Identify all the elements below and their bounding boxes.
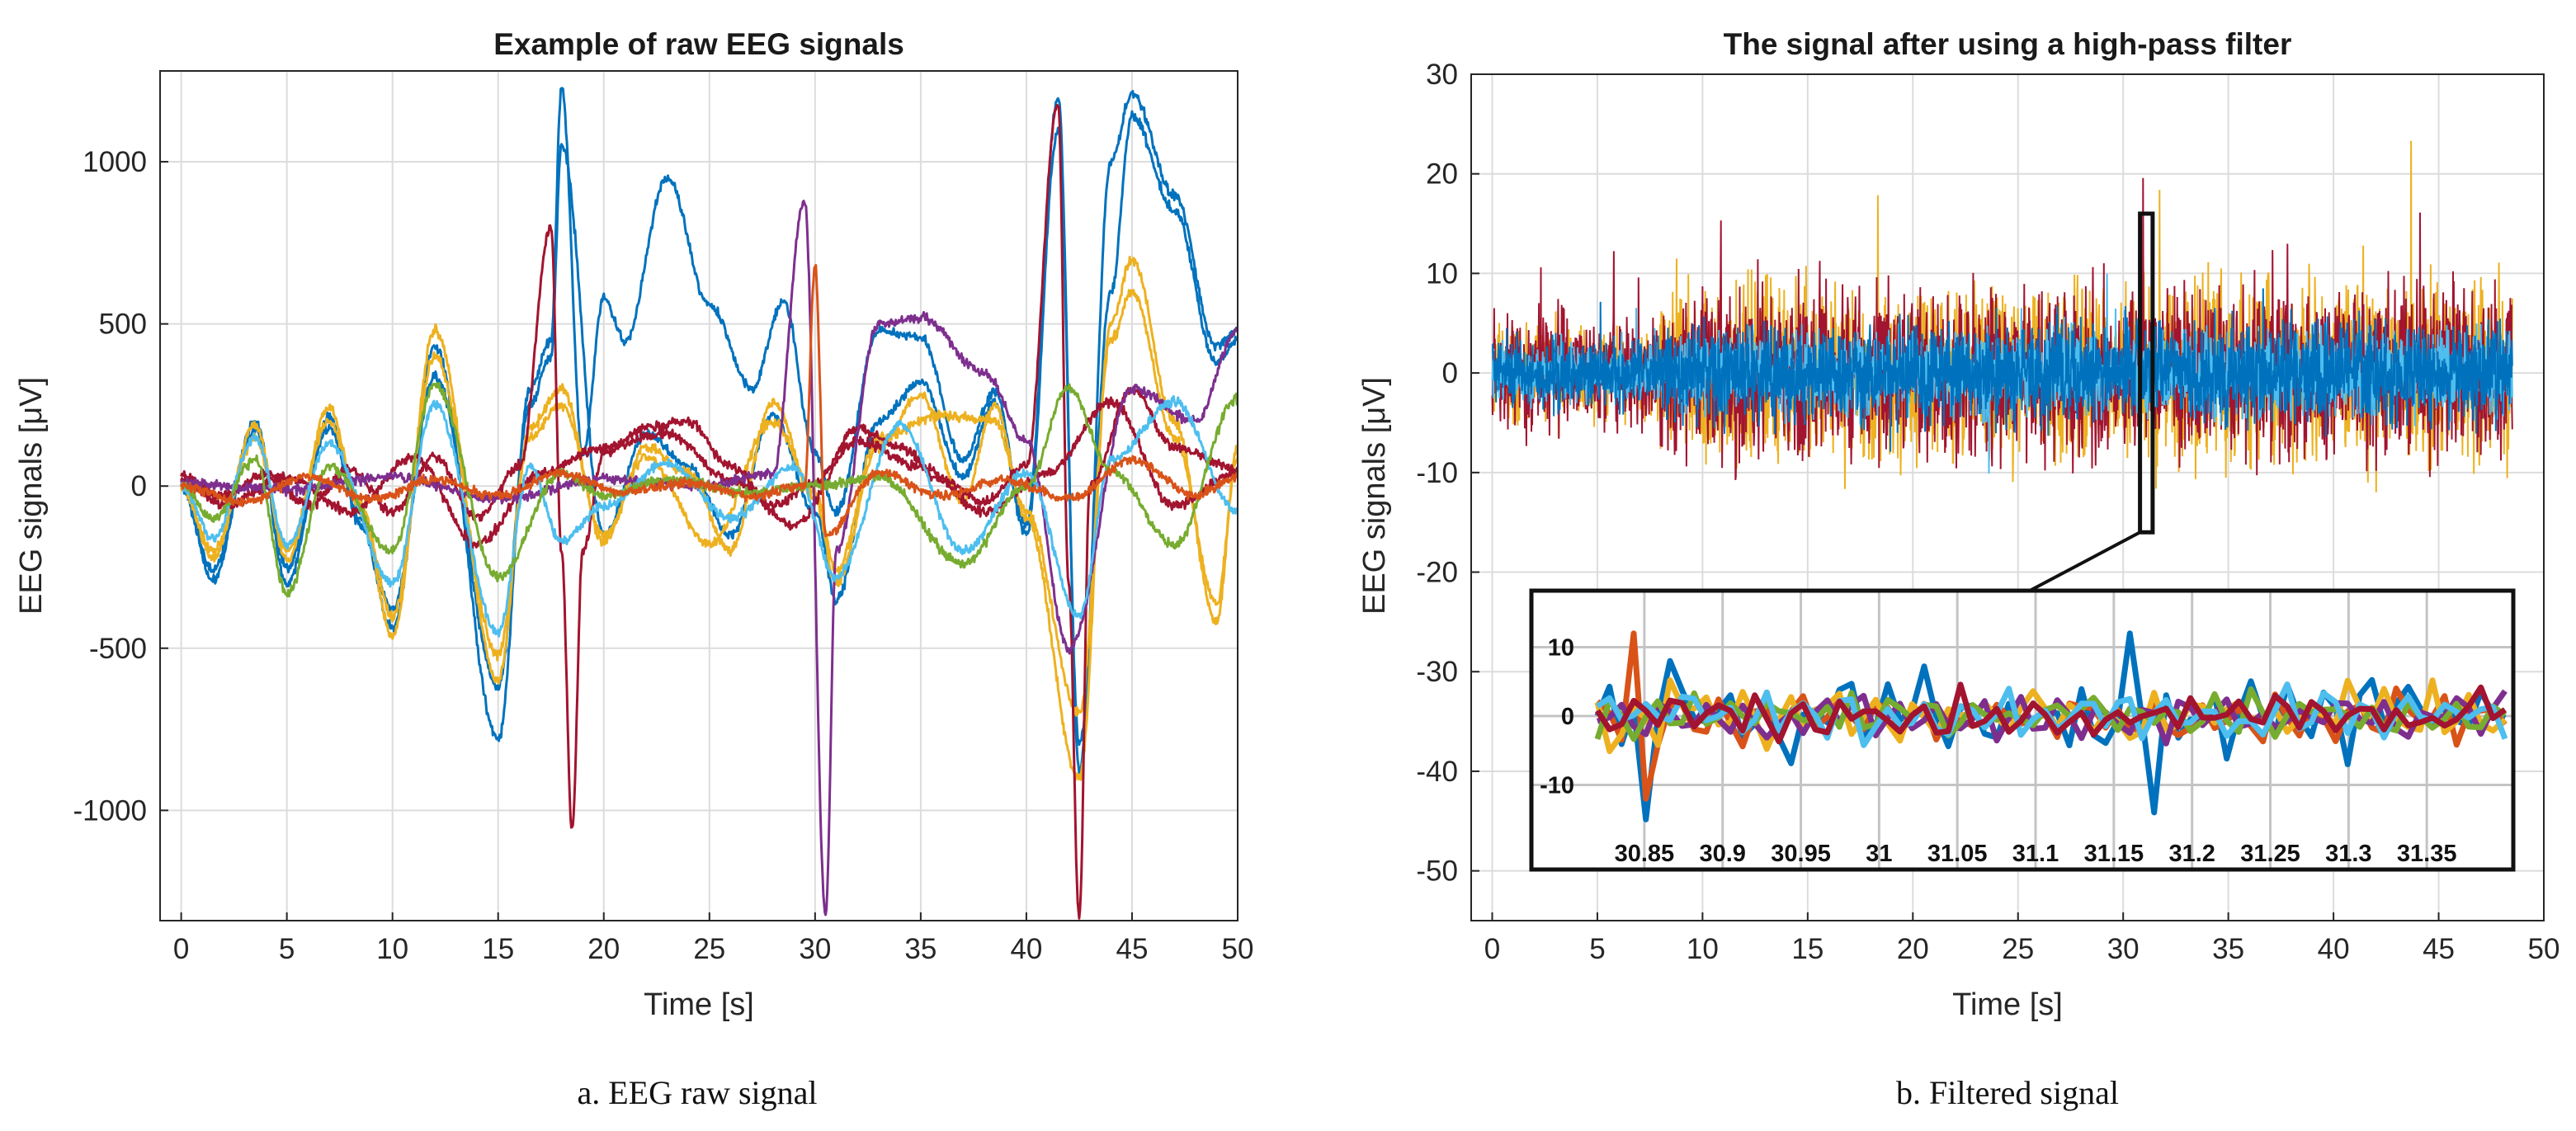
inset-x-tick-label: 31.35 xyxy=(2397,841,2457,867)
raw-plot-background xyxy=(160,71,1238,921)
inset-y-ticks: 10 0 -10 xyxy=(1540,634,1574,799)
filtered-series-line-ch-blue xyxy=(1491,288,2513,452)
raw-plot-frame xyxy=(159,70,1238,921)
inset-y-tick-label: 10 xyxy=(1548,634,1574,661)
filtered-eeg-panel: 30.85 30.9 30.95 31 31.05 31.1 31.15 31.2 31.25 3… xyxy=(1357,27,2559,1111)
filtered-y-tick-label: -40 xyxy=(1416,756,1458,788)
filtered-y-tick-label: -50 xyxy=(1416,855,1458,888)
filtered-x-tick-label: 15 xyxy=(1791,933,1823,965)
inset-x-tick-label: 31.15 xyxy=(2084,841,2144,867)
filtered-x-tick-label: 10 xyxy=(1687,933,1719,965)
filtered-x-tick-label: 50 xyxy=(2528,933,2560,965)
filtered-x-tick-label: 40 xyxy=(2318,933,2350,965)
filtered-x-tick-label: 30 xyxy=(2107,933,2140,965)
inset-x-tick-label: 31.25 xyxy=(2240,841,2300,867)
filtered-y-tick-label: 30 xyxy=(1426,59,1458,91)
filtered-y-tick-label: 10 xyxy=(1426,257,1458,290)
raw-eeg-panel: 0 5 10 15 20 25 30 35 40 45 50 1000 500 0 -500 -1000 E… xyxy=(14,27,1253,1111)
zoom-connector-line xyxy=(2029,530,2141,592)
inset-y-tick-label: 0 xyxy=(1561,704,1574,730)
raw-x-tick-label: 15 xyxy=(482,933,514,965)
filtered-x-axis-label: Time [s] xyxy=(1952,987,2063,1022)
raw-x-tick-label: 5 xyxy=(279,933,295,965)
raw-x-tick-label: 50 xyxy=(1222,933,1254,965)
inset-y-tick-label: -10 xyxy=(1540,773,1574,799)
inset-series-line-red xyxy=(1595,681,2508,745)
raw-x-tick-label: 10 xyxy=(376,933,408,965)
filtered-x-tick-label: 35 xyxy=(2212,933,2244,965)
raw-series-line-ch10 xyxy=(180,264,1238,538)
inset-x-tick-label: 30.85 xyxy=(1615,841,1675,867)
filtered-y-tick-label: -30 xyxy=(1416,656,1458,688)
inset-series-group xyxy=(1594,630,2508,822)
zoom-marker xyxy=(2029,211,2155,592)
filtered-x-tick-label: 25 xyxy=(2002,933,2034,965)
inset-x-tick-label: 31.2 xyxy=(2168,841,2215,867)
filtered-chart-title: The signal after using a high-pass filte… xyxy=(1724,27,2292,61)
filtered-x-tick-label: 45 xyxy=(2423,933,2455,965)
filtered-y-axis-label: EEG signals [μV] xyxy=(1357,377,1392,615)
raw-y-tick-label: 500 xyxy=(99,309,147,341)
filtered-plot-frame xyxy=(1470,73,2545,921)
zoom-inset: 30.85 30.9 30.95 31 31.05 31.1 31.15 31.2 31.25 3… xyxy=(1529,588,2516,872)
filtered-y-tick-label: -10 xyxy=(1416,457,1458,489)
filtered-series-group xyxy=(1491,140,2513,492)
inset-x-tick-label: 30.95 xyxy=(1771,841,1831,867)
raw-x-ticks: 0 5 10 15 20 25 30 35 40 45 50 xyxy=(173,912,1254,965)
raw-y-tick-label: 1000 xyxy=(83,146,147,178)
filtered-y-ticks: 30 20 10 0 -10 -20 -30 -40 -50 xyxy=(1416,59,1479,888)
inset-x-tick-label: 31.05 xyxy=(1927,841,1988,867)
filtered-y-tick-label: 0 xyxy=(1442,357,1458,389)
raw-y-tick-label: 0 xyxy=(131,470,147,502)
inset-x-tick-label: 30.9 xyxy=(1699,841,1745,867)
filtered-y-tick-label: -20 xyxy=(1416,557,1458,589)
raw-x-tick-label: 30 xyxy=(799,933,831,965)
filtered-x-tick-label: 0 xyxy=(1484,933,1500,965)
inset-border xyxy=(1529,588,2516,872)
zoom-region-box xyxy=(2138,211,2155,535)
raw-x-tick-label: 40 xyxy=(1010,933,1042,965)
filtered-y-tick-label: 20 xyxy=(1426,158,1458,191)
raw-y-tick-label: -500 xyxy=(89,633,147,665)
filtered-caption: b. Filtered signal xyxy=(1896,1074,2119,1111)
raw-series-group xyxy=(180,87,1238,920)
filtered-x-ticks: 0 5 10 15 20 25 30 35 40 45 50 xyxy=(1484,912,2560,965)
raw-y-tick-label: -1000 xyxy=(73,794,147,827)
inset-x-tick-label: 31 xyxy=(1866,841,1892,867)
inset-x-ticks: 30.85 30.9 30.95 31 31.05 31.1 31.15 31.2 31.25 3… xyxy=(1615,841,2457,867)
filtered-x-tick-label: 20 xyxy=(1897,933,1929,965)
raw-x-tick-label: 25 xyxy=(693,933,725,965)
raw-y-ticks: 1000 500 0 -500 -1000 xyxy=(73,146,168,827)
raw-chart-title: Example of raw EEG signals xyxy=(493,27,904,61)
raw-x-tick-label: 45 xyxy=(1116,933,1148,965)
raw-x-tick-label: 35 xyxy=(904,933,937,965)
raw-y-axis-label: EEG signals [μV] xyxy=(14,377,49,615)
inset-x-tick-label: 31.3 xyxy=(2325,841,2371,867)
raw-x-tick-label: 0 xyxy=(173,933,189,965)
raw-x-tick-label: 20 xyxy=(587,933,620,965)
raw-caption: a. EEG raw signal xyxy=(577,1074,817,1111)
inset-x-tick-label: 31.1 xyxy=(2012,841,2059,867)
filtered-x-tick-label: 5 xyxy=(1589,933,1605,965)
raw-x-axis-label: Time [s] xyxy=(644,987,754,1022)
